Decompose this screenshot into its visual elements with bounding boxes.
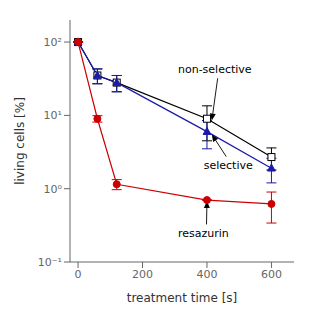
svg-text:selective: selective — [204, 159, 253, 172]
svg-text:resazurin: resazurin — [178, 227, 229, 240]
svg-text:200: 200 — [132, 268, 153, 281]
svg-text:600: 600 — [261, 268, 282, 281]
svg-text:living cells [%]: living cells [%] — [13, 97, 27, 185]
svg-text:treatment time [s]: treatment time [s] — [127, 291, 238, 305]
svg-text:10⁻¹: 10⁻¹ — [38, 256, 62, 269]
svg-text:10¹: 10¹ — [44, 109, 62, 122]
svg-text:non-selective: non-selective — [178, 63, 252, 76]
svg-text:10⁰: 10⁰ — [44, 183, 63, 196]
svg-text:400: 400 — [196, 268, 217, 281]
svg-text:0: 0 — [75, 268, 82, 281]
svg-text:10²: 10² — [44, 36, 62, 49]
